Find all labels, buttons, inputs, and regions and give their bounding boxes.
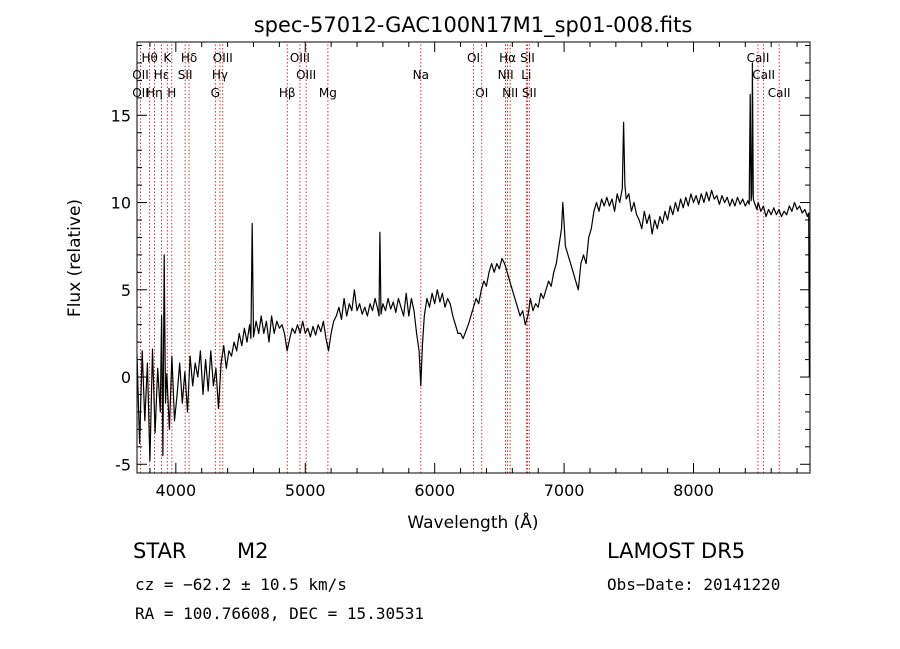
y-tick-label: 5 [121,281,131,300]
spectral-line-label: CaII [752,68,775,82]
spectral-line-label: OI [467,51,480,65]
redshift-velocity: cz = −62.2 ± 10.5 km/s [135,575,347,594]
spectral-line-label: H [167,86,176,100]
plot-frame [136,41,811,474]
object-subclass: M2 [237,539,268,563]
spectral-line-label: CaII [768,86,791,100]
spectral-line-label: SII [178,68,193,82]
survey-name: LAMOST DR5 [607,539,745,563]
x-tick-label: 7000 [544,481,585,500]
y-tick-label: 0 [121,368,131,387]
spectral-line-label: Hδ [181,51,197,65]
spectral-line-label: OIII [290,51,310,65]
spectral-line-label: OI [475,86,488,100]
object-class: STAR [133,539,186,563]
observation-date: Obs−Date: 20141220 [607,575,780,594]
spectral-line-label: Hη [146,86,163,100]
spectral-line-label: OII [132,68,149,82]
spectral-line-label: SII [522,86,537,100]
x-tick-label: 6000 [414,481,455,500]
spectral-line-markers [140,42,780,473]
y-tick-label: 10 [111,194,131,213]
x-tick-label: 4000 [155,481,196,500]
spectral-line-label: Li [521,68,531,82]
spectral-line-label: NII [502,86,518,100]
spectral-line-label: G [211,86,220,100]
chart-title: spec-57012-GAC100N17M1_sp01-008.fits [254,13,693,38]
spectrum-line [136,62,811,462]
spectral-line-label: NII [498,68,514,82]
y-tick-label: -5 [115,455,131,474]
spectral-line-label: Hε [154,68,170,82]
spectral-line-label: K [163,51,172,65]
y-axis-ticks: -5 0 5 10 15 [111,44,810,474]
spectral-line-label: OIII [213,51,233,65]
coordinates: RA = 100.76608, DEC = 15.30531 [135,604,424,623]
spectral-line-label: Mg [319,86,337,100]
spectral-line-label: CaII [747,51,770,65]
spectral-line-label: SII [520,51,535,65]
x-tick-label: 8000 [673,481,714,500]
spectral-line-label: Hθ [141,51,157,65]
spectral-line-label: Na [413,68,429,82]
x-tick-label: 5000 [285,481,326,500]
spectral-line-label: OII [132,86,149,100]
x-axis-ticks: 4000 5000 6000 7000 8000 [149,42,798,500]
spectral-line-label: Hγ [212,68,228,82]
spectral-line-label: Hβ [279,86,296,100]
y-axis-label: Flux (relative) [65,199,85,317]
spectral-line-label: Hα [499,51,516,65]
spectral-line-label: OIII [296,68,316,82]
y-tick-label: 15 [111,106,131,125]
x-axis-label: Wavelength (Å) [407,511,538,533]
